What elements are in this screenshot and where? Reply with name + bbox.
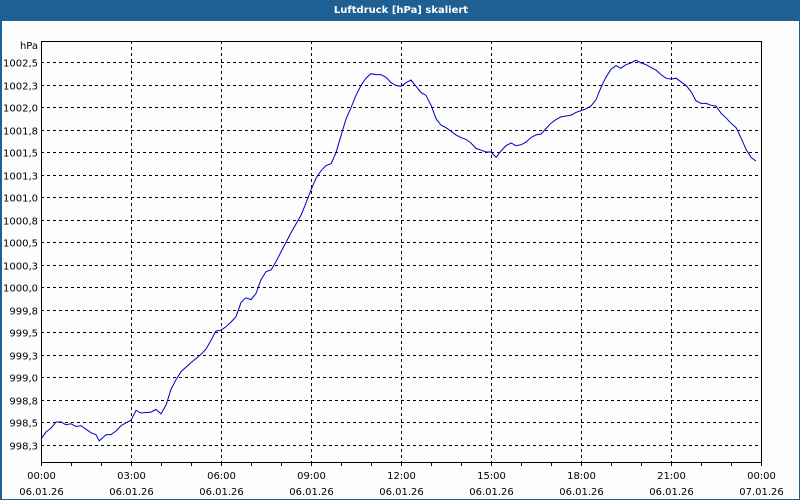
y-axis-unit: hPa (20, 41, 38, 52)
y-tick-label: 1002,0 (3, 104, 38, 115)
y-tick-label: 998,5 (9, 419, 38, 430)
chart-title: Luftdruck [hPa] skaliert (1, 1, 800, 21)
x-tick-date: 06.01.26 (19, 487, 64, 498)
x-tick-date: 07.01.26 (739, 487, 784, 498)
x-tick-time: 21:00 (657, 471, 686, 482)
x-tick-date: 06.01.26 (109, 487, 154, 498)
x-tick-time: 06:00 (207, 471, 236, 482)
x-tick-date: 06.01.26 (289, 487, 334, 498)
y-tick-label: 1001,0 (3, 194, 38, 205)
y-tick-label: 1000,0 (3, 284, 38, 295)
y-tick-label: 999,3 (9, 352, 38, 363)
x-tick-time: 15:00 (477, 471, 506, 482)
chart-canvas: hPa 1002,5 1002,3 1002,0 1001,8 1001,5 1001,3 1… (2, 21, 799, 499)
grid-lines (41, 41, 761, 462)
y-tick-label: 1001,5 (3, 149, 38, 160)
plot-area (41, 41, 762, 463)
y-tick-label: 998,3 (9, 442, 38, 453)
x-tick-time: 18:00 (567, 471, 596, 482)
y-axis: hPa 1002,5 1002,3 1002,0 1001,8 1001,5 1001,3 1… (3, 41, 38, 453)
y-tick-label: 1001,3 (3, 172, 38, 183)
x-tick-date: 06.01.26 (199, 487, 244, 498)
x-tick-date: 06.01.26 (379, 487, 424, 498)
y-tick-label: 1002,5 (3, 59, 38, 70)
x-tick-date: 06.01.26 (559, 487, 604, 498)
y-tick-label: 999,0 (9, 374, 38, 385)
y-tick-label: 999,8 (9, 307, 38, 318)
x-tick-time: 00:00 (27, 471, 56, 482)
x-tick-time: 09:00 (297, 471, 326, 482)
y-tick-label: 999,5 (9, 329, 38, 340)
y-tick-label: 1000,8 (3, 217, 38, 228)
y-tick-label: 1000,5 (3, 239, 38, 250)
x-tick-date: 06.01.26 (469, 487, 514, 498)
x-tick-time: 03:00 (117, 471, 146, 482)
pressure-line (40, 59, 757, 442)
line-chart: hPa 1002,5 1002,3 1002,0 1001,8 1001,5 1001,3 1… (3, 41, 784, 498)
y-tick-label: 1002,3 (3, 82, 38, 93)
x-tick-date: 06.01.26 (649, 487, 694, 498)
y-tick-label: 1000,3 (3, 262, 38, 273)
x-tick-time: 00:00 (747, 471, 776, 482)
x-axis: 00:00 06.01.26 03:00 06.01.26 06:00 06.01.26 0… (19, 462, 784, 498)
y-tick-label: 1001,8 (3, 127, 38, 138)
y-tick-label: 998,8 (9, 397, 38, 408)
x-tick-time: 12:00 (387, 471, 416, 482)
